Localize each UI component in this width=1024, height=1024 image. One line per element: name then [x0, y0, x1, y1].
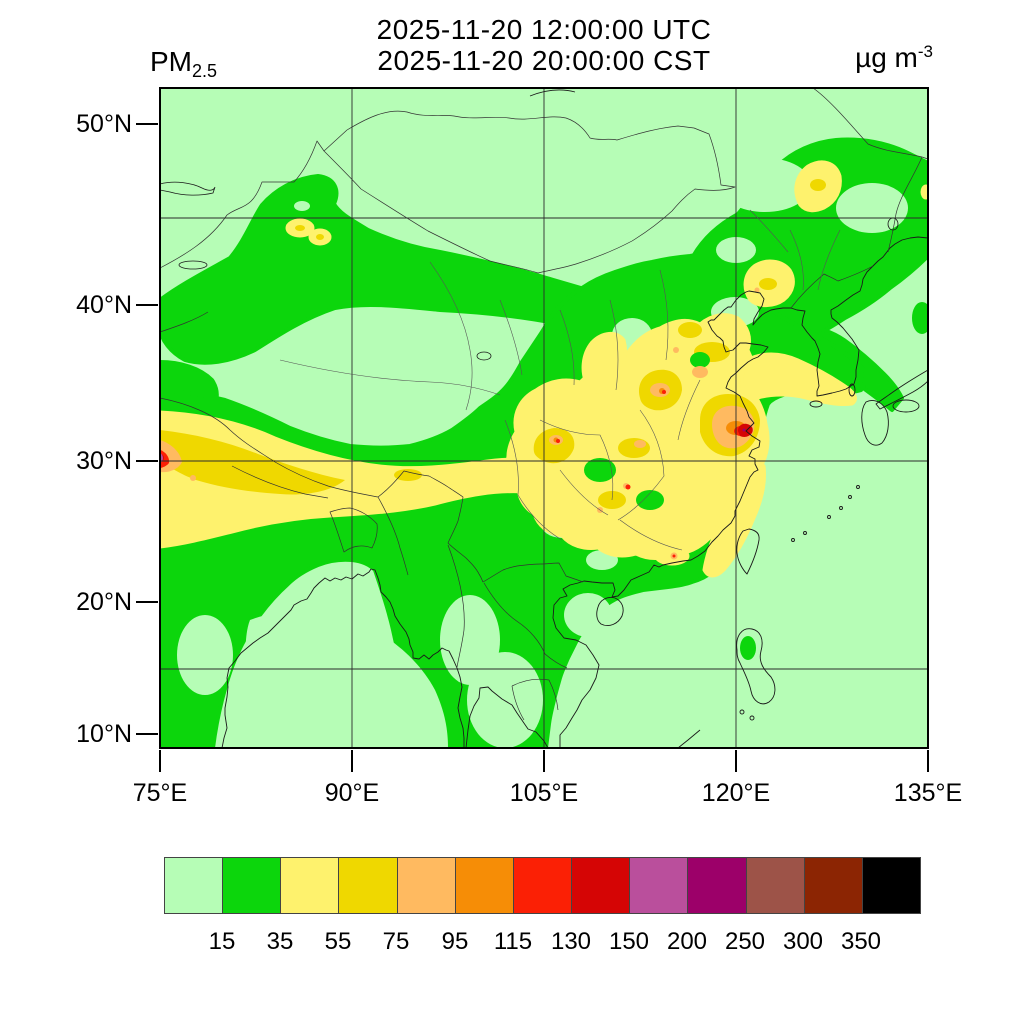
colorbar-tick-95: 95	[441, 928, 469, 955]
colorbar-tick-35: 35	[266, 928, 294, 955]
colorbar-cell-250-300	[746, 858, 805, 913]
map-frame	[136, 87, 929, 772]
lon-tick-label-75e: 75°E	[132, 779, 188, 807]
colorbar-tick-300: 300	[782, 928, 824, 955]
units-label: µg m-3	[855, 42, 933, 73]
colorbar-tick-55: 55	[324, 928, 352, 955]
colorbar-cell-300-350	[804, 858, 863, 913]
colorbar-cell-200-250	[688, 858, 747, 913]
colorbar-cell-130-150	[572, 858, 631, 913]
fill-pale-holes	[177, 158, 908, 748]
lat-tick-label-40n: 40°N	[76, 291, 132, 319]
colorbar-cell-gt350	[862, 858, 921, 913]
lakes	[160, 89, 899, 361]
lon-tick-label-135e: 135°E	[893, 779, 963, 807]
plot-title: 2025-11-20 12:00:00 UTC 2025-11-20 20:00…	[160, 14, 928, 76]
lat-tick-label-20n: 20°N	[76, 588, 132, 616]
colorbar-cell-115-130	[513, 858, 573, 913]
colorbar-tick-350: 350	[840, 928, 882, 955]
colorbar-cell-lt15	[165, 858, 224, 913]
colorbar-cell-55-75	[339, 858, 398, 913]
colorbar-cell-95-115	[455, 858, 514, 913]
lon-tick-label-105e: 105°E	[509, 779, 579, 807]
colorbar-tick-200: 200	[666, 928, 708, 955]
colorbar-cell-35-55	[281, 858, 340, 913]
lon-tick-label-120e: 120°E	[701, 779, 771, 807]
units-exponent: -3	[917, 42, 933, 61]
province-borders	[279, 209, 841, 551]
title-line-utc: 2025-11-20 12:00:00 UTC	[376, 14, 712, 45]
colorbar	[164, 857, 921, 914]
colorbar-tick-250: 250	[724, 928, 766, 955]
lat-ticks	[136, 123, 158, 735]
colorbar-tick-15: 15	[208, 928, 236, 955]
gridlines	[160, 88, 928, 748]
country-borders	[160, 88, 928, 721]
lat-tick-label-10n: 10°N	[76, 720, 132, 748]
colorbar-tick-150: 150	[608, 928, 650, 955]
lon-ticks	[159, 750, 929, 772]
title-line-cst: 2025-11-20 20:00:00 CST	[377, 45, 711, 76]
colorbar-cell-75-95	[397, 858, 456, 913]
lon-tick-label-90e: 90°E	[324, 779, 380, 807]
colorbar-tick-130: 130	[550, 928, 592, 955]
variable-label: PM2.5	[150, 46, 218, 81]
fill-green-specks	[584, 352, 756, 660]
colorbar-tick-75: 75	[382, 928, 410, 955]
colorbar-cell-15-35	[223, 858, 282, 913]
lat-tick-label-50n: 50°N	[76, 110, 132, 138]
colorbar-cell-150-200	[630, 858, 689, 913]
colorbar-tick-115: 115	[493, 928, 533, 955]
coastlines	[221, 236, 928, 748]
lat-tick-label-30n: 30°N	[76, 447, 132, 475]
variable-subscript: 2.5	[192, 61, 218, 81]
